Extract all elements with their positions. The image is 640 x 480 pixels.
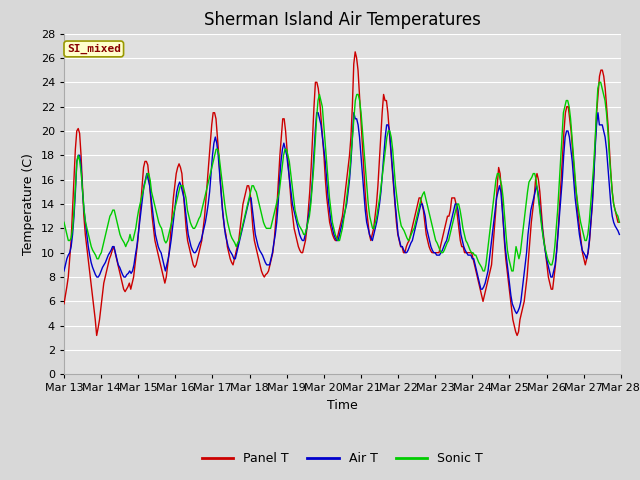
Legend: Panel T, Air T, Sonic T: Panel T, Air T, Sonic T bbox=[196, 447, 488, 470]
Y-axis label: Temperature (C): Temperature (C) bbox=[22, 153, 35, 255]
X-axis label: Time: Time bbox=[327, 399, 358, 412]
Title: Sherman Island Air Temperatures: Sherman Island Air Temperatures bbox=[204, 11, 481, 29]
Text: SI_mixed: SI_mixed bbox=[67, 44, 121, 54]
